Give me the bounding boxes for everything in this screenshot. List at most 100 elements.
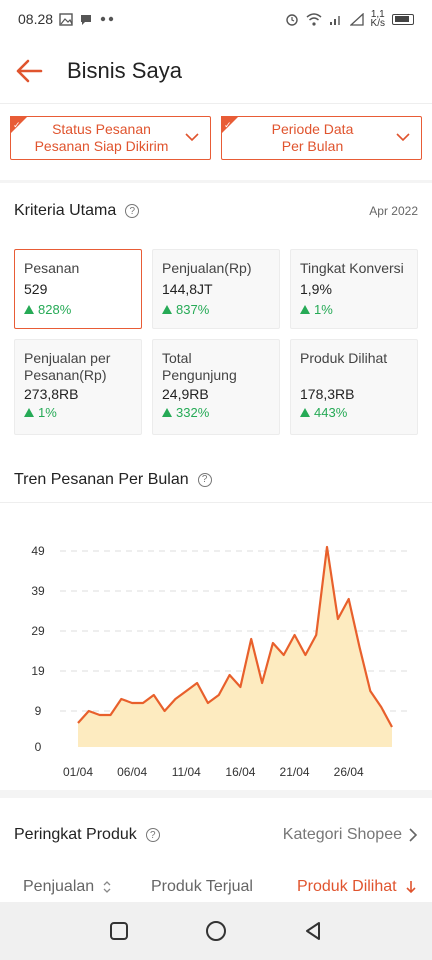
section-title: Kriteria Utama	[14, 202, 117, 219]
status-bar: 08.28 1,1 K/s	[0, 0, 432, 38]
battery-icon	[392, 13, 414, 25]
x-tick-label: 16/04	[225, 765, 255, 779]
network-speed: 1,1 K/s	[370, 9, 385, 29]
back-button[interactable]	[14, 56, 44, 86]
metric-value: 144,8JT	[162, 281, 213, 297]
home-button[interactable]	[196, 911, 236, 951]
y-tick-label: 29	[31, 624, 45, 638]
help-icon[interactable]: ?	[197, 472, 212, 487]
arrow-up-icon	[300, 408, 310, 417]
arrow-up-icon	[162, 408, 172, 417]
metric-value: 178,3RB	[300, 386, 355, 402]
app-bar: Bisnis Saya	[0, 38, 432, 104]
section-header: Kriteria Utama ? Apr 2022	[0, 183, 432, 239]
metric-card-penjualan[interactable]: Penjualan(Rp) 144,8JT 837%	[152, 249, 280, 329]
chevron-right-icon	[409, 828, 418, 842]
arrow-down-icon	[406, 881, 416, 894]
arrow-up-icon	[24, 305, 34, 314]
metric-value: 529	[24, 281, 48, 297]
filter-row: ✓ Status Pesanan Pesanan Siap Dikirim ✓ …	[0, 104, 432, 180]
chat-bubble-icon	[81, 14, 92, 25]
wifi-icon	[306, 12, 322, 26]
selected-corner	[221, 116, 239, 134]
kategori-link[interactable]: Kategori Shopee	[283, 826, 418, 844]
signal-icon	[329, 15, 340, 25]
metric-value: 24,9RB	[162, 386, 209, 402]
x-tick-label: 26/04	[334, 765, 364, 779]
section-header: Peringkat Produk ? Kategori Shopee	[0, 798, 432, 872]
section-header: Tren Pesanan Per Bulan ?	[0, 457, 432, 503]
metric-label: Tingkat Konversi	[300, 260, 404, 276]
metric-value: 1,9%	[300, 281, 332, 297]
filter-text: Periode Data Per Bulan	[271, 121, 354, 154]
series-area	[78, 547, 392, 747]
recents-button[interactable]	[99, 911, 139, 951]
section-title: Peringkat Produk	[14, 826, 137, 843]
tab-produk-terjual[interactable]: Produk Terjual	[151, 878, 253, 895]
metric-label: Penjualan per Pesanan(Rp)	[24, 350, 111, 383]
x-tick-label: 21/04	[280, 765, 310, 779]
image-icon	[59, 12, 73, 26]
metric-card-produk-dilihat[interactable]: Produk Dilihat 178,3RB 443%	[290, 339, 418, 435]
y-tick-label: 0	[35, 740, 42, 754]
triangle-back-icon	[306, 922, 321, 940]
alarm-icon	[285, 14, 298, 26]
metric-label: Produk Dilihat	[300, 350, 388, 366]
arrow-up-icon	[24, 408, 34, 417]
check-icon: ✓	[224, 120, 232, 130]
arrow-up-icon	[162, 305, 172, 314]
system-back-button[interactable]	[293, 911, 333, 951]
filter-text: Status Pesanan Pesanan Siap Dikirim	[34, 121, 169, 154]
y-tick-label: 49	[31, 544, 45, 558]
tab-penjualan[interactable]: Penjualan	[23, 878, 112, 896]
metric-card-pesanan[interactable]: Pesanan 529 828%	[14, 249, 142, 329]
dots-icon	[100, 16, 114, 22]
square-recents-icon	[109, 922, 128, 940]
peringkat-section: Peringkat Produk ? Kategori Shopee Penju…	[0, 798, 432, 902]
metric-change: 1%	[300, 302, 408, 317]
metric-card-total-pengunjung[interactable]: Total Pengunjung 24,9RB 332%	[152, 339, 280, 435]
metric-change: 837%	[162, 302, 270, 317]
x-tick-label: 01/04	[63, 765, 93, 779]
arrow-left-icon	[16, 59, 43, 82]
arrow-up-icon	[300, 305, 310, 314]
series-line	[77, 545, 393, 728]
y-tick-label: 39	[31, 584, 45, 598]
periode-data-filter[interactable]: ✓ Periode Data Per Bulan	[221, 116, 422, 160]
metric-change: 1%	[24, 405, 132, 420]
system-navbar	[0, 902, 432, 960]
metric-value: 273,8RB	[24, 386, 79, 402]
x-tick-label: 11/04	[172, 765, 201, 779]
tren-section: Tren Pesanan Per Bulan ? 0 9 19 29 39 49 01/04…	[0, 457, 432, 790]
sort-icon	[103, 881, 111, 893]
chevron-down-icon	[185, 133, 199, 142]
metrics-grid: Pesanan 529 828% Penjualan(Rp) 144,8JT 8…	[14, 249, 418, 435]
status-pesanan-filter[interactable]: ✓ Status Pesanan Pesanan Siap Dikirim	[10, 116, 211, 160]
circle-home-icon	[205, 921, 226, 941]
metric-card-penjualan-per-pesanan[interactable]: Penjualan per Pesanan(Rp) 273,8RB 1%	[14, 339, 142, 435]
selected-corner	[10, 116, 28, 134]
signal-icon	[349, 12, 364, 26]
metric-label: Total Pengunjung	[162, 350, 237, 383]
trend-chart: 0 9 19 29 39 49 01/04 06/04 11/04 16/04 21/04 26/04	[0, 504, 432, 790]
section-title: Tren Pesanan Per Bulan	[14, 470, 189, 488]
metric-change: 332%	[162, 405, 270, 420]
trend-chart-svg: 0 9 19 29 39 49 01/04 06/04 11/04 16/04 21/04 26/04	[31, 544, 410, 779]
help-icon[interactable]: ?	[125, 204, 140, 218]
x-tick-label: 06/04	[117, 765, 147, 779]
kriteria-utama-section: Kriteria Utama ? Apr 2022 Pesanan 529 82…	[0, 183, 432, 457]
clock: 08.28	[18, 11, 54, 27]
metric-label: Penjualan(Rp)	[162, 260, 252, 276]
page-title: Bisnis Saya	[67, 57, 182, 83]
tab-produk-dilihat[interactable]: Produk Dilihat	[297, 878, 417, 896]
check-icon: ✓	[13, 120, 21, 130]
metric-label: Pesanan	[24, 260, 80, 276]
help-icon[interactable]: ?	[145, 828, 160, 842]
y-tick-label: 19	[31, 664, 45, 678]
metric-card-tingkat-konversi[interactable]: Tingkat Konversi 1,9% 1%	[290, 249, 418, 329]
metric-change: 443%	[300, 405, 408, 420]
period-date: Apr 2022	[369, 204, 418, 218]
y-tick-label: 9	[35, 704, 42, 718]
chevron-down-icon	[396, 133, 410, 142]
metric-change: 828%	[24, 302, 132, 317]
